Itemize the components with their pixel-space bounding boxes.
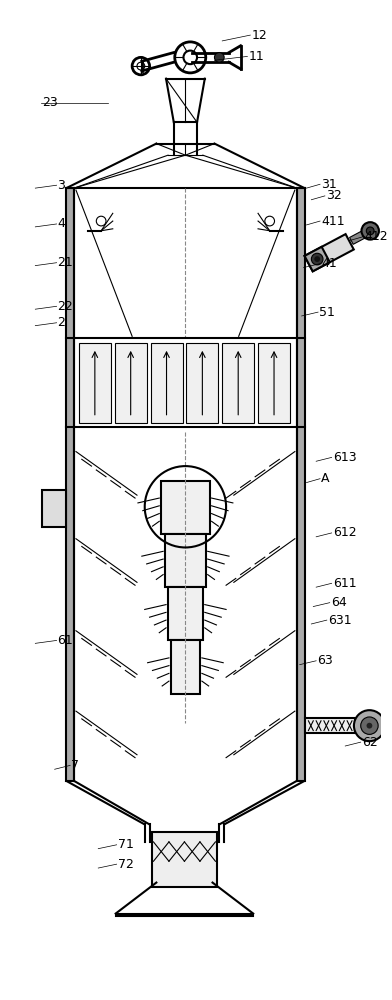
Text: 51: 51 [319, 306, 335, 319]
Text: 412: 412 [365, 230, 388, 243]
Bar [258, 343, 290, 423]
Text: A: A [321, 472, 330, 485]
Text: 62: 62 [362, 736, 377, 749]
Text: 12: 12 [251, 29, 267, 42]
Text: 411: 411 [321, 215, 345, 228]
Bar [66, 188, 74, 781]
Circle shape [361, 717, 378, 734]
Text: 23: 23 [42, 96, 58, 109]
Text: 611: 611 [333, 577, 356, 590]
Text: 3: 3 [58, 179, 65, 192]
Text: 64: 64 [331, 596, 347, 609]
Bar [168, 587, 203, 640]
Text: 11: 11 [249, 50, 264, 63]
Circle shape [367, 227, 374, 235]
Circle shape [311, 253, 323, 265]
Text: 7: 7 [71, 759, 79, 772]
Bar [42, 490, 66, 527]
Bar [161, 481, 210, 534]
Bar [152, 832, 218, 887]
Circle shape [314, 256, 320, 262]
Bar [305, 718, 355, 733]
Text: 613: 613 [333, 451, 356, 464]
Polygon shape [305, 234, 354, 271]
Bar [151, 343, 183, 423]
Bar [79, 343, 111, 423]
Bar [115, 343, 147, 423]
Text: 63: 63 [317, 654, 333, 667]
Text: 31: 31 [321, 178, 337, 191]
Polygon shape [350, 229, 368, 244]
Text: 22: 22 [58, 300, 73, 313]
Circle shape [361, 222, 379, 240]
Text: 32: 32 [326, 189, 341, 202]
Bar [165, 534, 206, 587]
Text: 4: 4 [58, 217, 65, 230]
Circle shape [367, 723, 372, 729]
Circle shape [354, 710, 385, 741]
Circle shape [214, 53, 224, 62]
Text: 21: 21 [58, 256, 73, 269]
Bar [297, 188, 305, 781]
Text: 631: 631 [328, 614, 351, 627]
Bar [171, 640, 200, 694]
Polygon shape [305, 247, 330, 271]
Bar [186, 343, 218, 423]
Bar [222, 343, 254, 423]
Text: 2: 2 [58, 316, 65, 329]
Text: 41: 41 [321, 257, 337, 270]
Text: 71: 71 [118, 838, 134, 851]
Text: 61: 61 [58, 634, 73, 647]
Text: 72: 72 [118, 858, 134, 871]
Text: 612: 612 [333, 526, 356, 539]
